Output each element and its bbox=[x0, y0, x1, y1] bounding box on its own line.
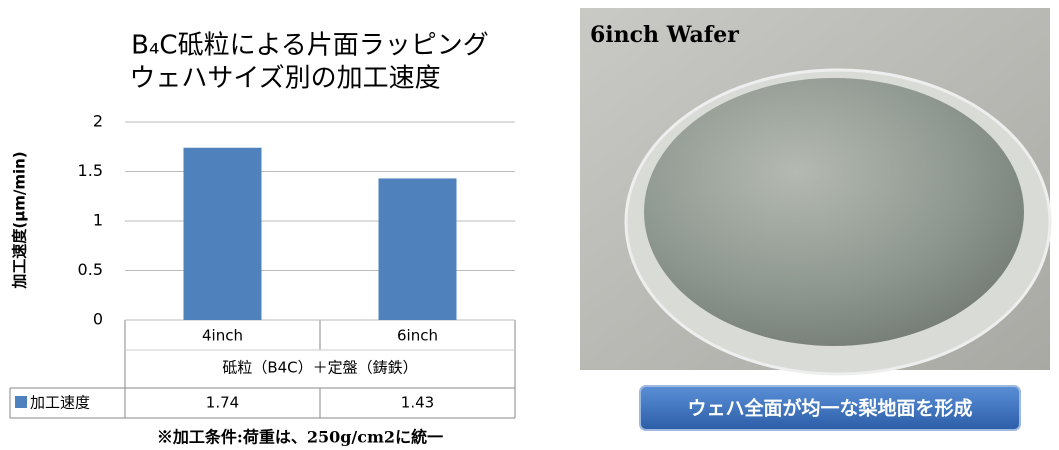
legend-label: 加工速度 bbox=[30, 394, 90, 412]
chart-title: B₄C砥粒による片面ラッピング bbox=[131, 31, 489, 61]
x-tick-label: 6inch bbox=[397, 327, 438, 345]
y-tick-label: 1.5 bbox=[78, 161, 103, 180]
group-label: 砥粒（B4C）＋定盤（鋳鉄） bbox=[222, 359, 417, 377]
y-axis-label: 加工速度(μm/min) bbox=[11, 151, 29, 289]
photo-label: 6inch Wafer bbox=[590, 22, 739, 48]
table-value: 1.43 bbox=[401, 394, 434, 412]
bar bbox=[378, 178, 457, 320]
x-tick-label: 4inch bbox=[202, 327, 243, 345]
legend-swatch bbox=[15, 396, 27, 408]
note: ※加工条件:荷重は、250g/cm2に統一 bbox=[157, 428, 443, 447]
table-value: 1.74 bbox=[206, 394, 239, 412]
y-tick-label: 0.5 bbox=[78, 260, 103, 279]
y-tick-label: 2 bbox=[93, 112, 103, 131]
wafer bbox=[644, 78, 1024, 346]
caption-banner bbox=[639, 385, 1021, 431]
y-tick-label: 0 bbox=[93, 310, 103, 329]
bar bbox=[183, 147, 262, 320]
chart-title: ウェハサイズ別の加工速度 bbox=[129, 64, 440, 94]
y-tick-label: 1 bbox=[93, 211, 103, 230]
photo-caption: ウェハ全面が均一な梨地面を形成 bbox=[687, 397, 972, 420]
table-frame bbox=[9, 320, 516, 419]
